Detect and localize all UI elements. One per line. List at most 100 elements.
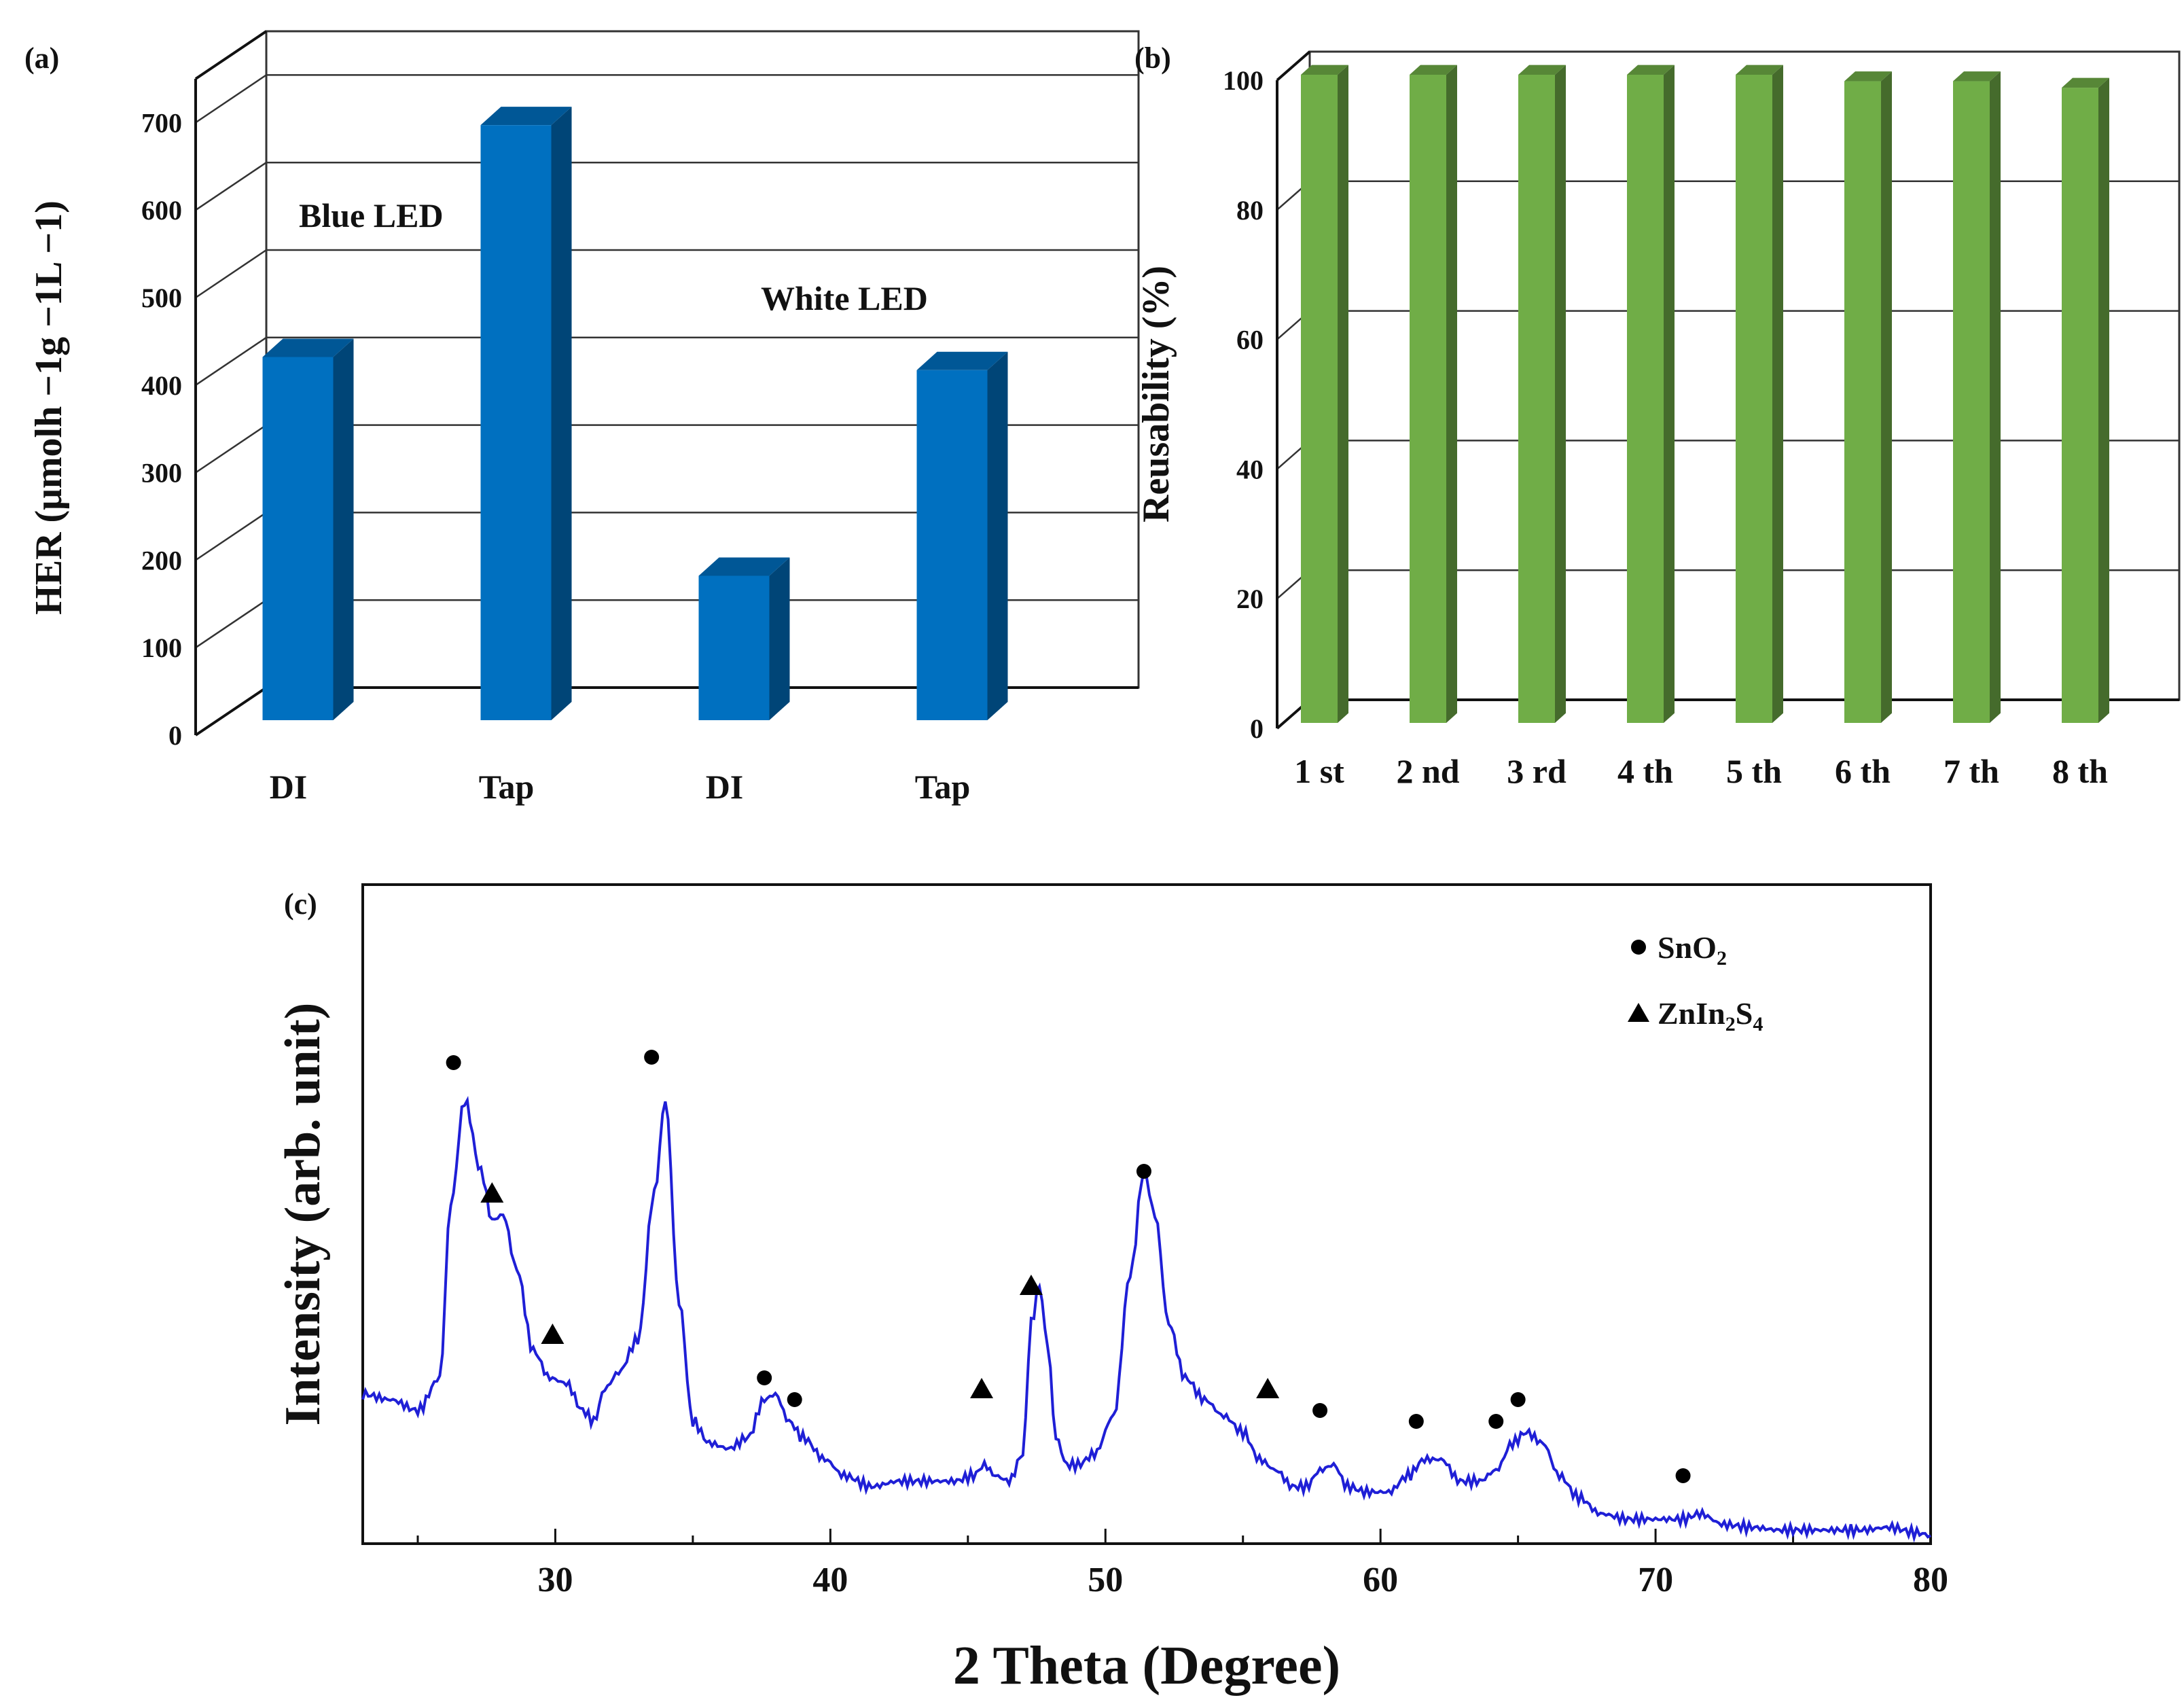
panel-a-y-axis-label: HER (μmolh −1g −1L −1) xyxy=(28,200,70,615)
bar-side xyxy=(551,107,572,720)
side-wall-gridline xyxy=(195,74,267,124)
bar-4 xyxy=(1627,65,1675,724)
bar-top xyxy=(262,338,354,357)
bar-top xyxy=(480,107,572,126)
category-label: 7 th xyxy=(1944,752,1999,790)
category-label: Tap xyxy=(915,768,971,806)
y-tick-label: 300 xyxy=(141,458,182,489)
y-tick-label: 60 xyxy=(1236,325,1264,355)
bar-front xyxy=(1301,75,1338,723)
panel-c-plot-frame xyxy=(361,883,1932,1545)
bar-front xyxy=(1844,81,1881,724)
bar-front xyxy=(1953,81,1990,724)
bar-front xyxy=(698,575,770,720)
panel-b-bars xyxy=(1301,65,2109,724)
y-tick-label: 100 xyxy=(141,633,182,663)
sno2-peak-marker xyxy=(644,1050,660,1065)
panel-c-y-axis-label: Intensity (arb. unit) xyxy=(275,1003,331,1426)
white-led-label: White LED xyxy=(761,279,928,317)
znin2s4-peak-marker xyxy=(480,1182,504,1203)
panel-a-bars xyxy=(262,107,1008,721)
panel-a-category-labels: DI Tap DI Tap xyxy=(270,768,971,806)
y-tick-label: 20 xyxy=(1236,584,1264,614)
bar-top xyxy=(1410,65,1457,75)
panel-a-tag: (a) xyxy=(24,41,59,75)
znin2s4-peak-marker xyxy=(1019,1275,1043,1295)
bar-2 xyxy=(1410,65,1457,724)
side-wall-gridline xyxy=(195,424,267,474)
y-tick-label: 100 xyxy=(1223,65,1264,96)
bar-1 xyxy=(1301,65,1348,724)
sno2-peak-marker xyxy=(1488,1414,1504,1429)
bar-1 xyxy=(262,338,354,721)
bar-front xyxy=(2062,88,2098,723)
x-tick-label: 40 xyxy=(812,1561,848,1599)
sno2-peak-marker xyxy=(1136,1164,1151,1179)
bar-front xyxy=(1410,75,1446,723)
bar-front xyxy=(916,370,988,720)
panel-a-her-chart: (a) 0 100 200 300 400 500 600 700 DI Tap DI Tap Bl… xyxy=(24,30,1140,806)
sno2-peak-marker xyxy=(1312,1403,1328,1418)
sno2-peak-marker xyxy=(1408,1414,1424,1429)
category-label: 3 rd xyxy=(1507,752,1567,790)
bar-side xyxy=(987,351,1008,720)
bar-5 xyxy=(1736,65,1783,724)
side-wall-gridline xyxy=(195,249,267,299)
bar-side xyxy=(333,338,354,721)
bar-side xyxy=(1555,65,1566,724)
panel-b-y-axis-label: Reusability (%) xyxy=(1135,266,1177,522)
side-wall-gridline xyxy=(195,336,267,386)
category-label: 4 th xyxy=(1617,752,1673,790)
bar-8 xyxy=(2062,77,2109,724)
category-label: Tap xyxy=(479,768,535,806)
x-tick-label: 50 xyxy=(1088,1561,1123,1599)
bar-top xyxy=(1518,65,1566,75)
x-tick-label: 80 xyxy=(1913,1561,1948,1599)
panel-c-x-axis-label: 2 Theta (Degree) xyxy=(953,1636,1340,1696)
x-tick-label: 70 xyxy=(1638,1561,1673,1599)
bar-top xyxy=(1301,65,1348,75)
bar-side xyxy=(1881,71,1892,723)
bar-front xyxy=(1627,75,1664,723)
bar-4 xyxy=(916,351,1008,720)
panel-b-category-labels: 1 st 2 nd 3 rd 4 th 5 th 6 th 7 th 8 th xyxy=(1294,752,2108,790)
legend-znin2s4-marker xyxy=(1628,1003,1649,1022)
legend-sno2-marker xyxy=(1631,940,1646,955)
bar-6 xyxy=(1844,71,1892,724)
y-tick-label: 700 xyxy=(141,107,182,138)
panel-a-y-tick-labels: 0 100 200 300 400 500 600 700 xyxy=(141,107,182,751)
category-label: 2 nd xyxy=(1396,752,1459,790)
bar-3 xyxy=(1518,65,1566,724)
floor-side-edge xyxy=(194,686,268,736)
side-wall-gridline xyxy=(195,162,267,211)
bar-front xyxy=(1518,75,1555,723)
side-wall-gridline xyxy=(195,599,267,649)
y-tick-label: 80 xyxy=(1236,195,1264,226)
bar-front xyxy=(480,125,552,720)
legend-sno2-label: SnO2 xyxy=(1658,930,1727,970)
bar-top xyxy=(2062,77,2109,88)
blue-led-label: Blue LED xyxy=(299,196,444,234)
bar-7 xyxy=(1953,71,2001,724)
x-tick-label: 30 xyxy=(537,1561,573,1599)
y-tick-label: 0 xyxy=(1250,713,1264,744)
panel-c-x-ticks: 30 40 50 60 70 80 xyxy=(416,1529,1948,1599)
category-label: DI xyxy=(270,768,308,806)
znin2s4-peak-marker xyxy=(541,1324,565,1344)
y-tick-label: 500 xyxy=(141,283,182,313)
category-label: 1 st xyxy=(1294,752,1344,790)
panel-b-tag: (b) xyxy=(1134,41,1171,75)
bar-top xyxy=(1736,65,1783,75)
sno2-peak-marker xyxy=(757,1370,772,1385)
panel-b-y-tick-labels: 0 20 40 60 80 100 xyxy=(1223,65,1264,744)
bar-side xyxy=(769,557,790,720)
side-wall-gridline xyxy=(195,512,267,561)
bar-front xyxy=(1736,75,1772,723)
bar-top xyxy=(1844,71,1892,82)
znin2s4-peak-marker xyxy=(1256,1378,1280,1398)
bar-side xyxy=(1338,65,1348,724)
bar-side xyxy=(2098,77,2109,724)
panel-c-legend: SnO2 ZnIn2S4 xyxy=(1628,930,1763,1035)
bar-top xyxy=(698,557,790,576)
